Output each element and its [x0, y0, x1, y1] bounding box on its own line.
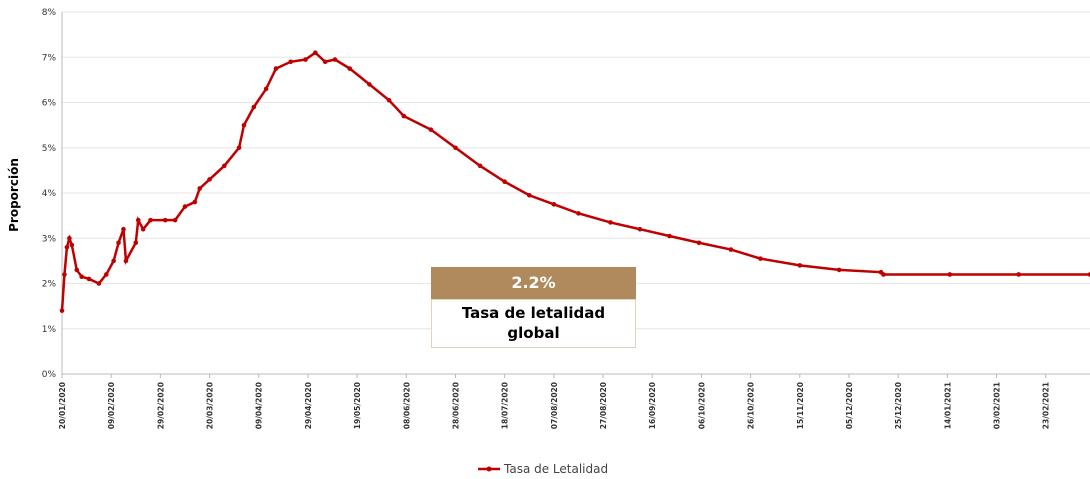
- marker: [526, 192, 532, 198]
- marker: [263, 86, 269, 92]
- x-tick-label: 16/09/2020: [648, 382, 657, 429]
- marker: [667, 233, 672, 239]
- marker: [236, 145, 242, 151]
- x-tick-label: 26/10/2020: [747, 382, 756, 429]
- x-tick-label: 20/01/2020: [58, 382, 67, 429]
- marker: [401, 113, 407, 119]
- marker: [608, 220, 613, 225]
- y-tick-label: 6%: [42, 99, 57, 109]
- y-tick-label: 7%: [42, 53, 57, 63]
- marker: [696, 240, 702, 246]
- marker: [162, 217, 168, 223]
- marker: [947, 272, 953, 277]
- x-tick-label: 09/04/2020: [255, 382, 264, 429]
- x-tick-label: 18/07/2020: [501, 382, 510, 429]
- x-tick-label: 28/06/2020: [451, 382, 460, 429]
- x-tick-label: 03/02/2021: [993, 382, 1002, 429]
- marker: [313, 50, 318, 56]
- marker: [182, 204, 188, 209]
- marker: [62, 272, 67, 277]
- marker: [121, 226, 126, 232]
- marker: [67, 235, 72, 241]
- marker: [251, 104, 257, 110]
- x-tick-label: 15/11/2020: [796, 382, 805, 429]
- marker: [140, 226, 146, 232]
- marker: [116, 240, 121, 246]
- marker: [637, 226, 643, 232]
- marker: [192, 199, 198, 205]
- x-tick-label: 25/12/2020: [894, 382, 903, 429]
- marker: [96, 281, 102, 286]
- marker: [69, 242, 75, 248]
- marker: [135, 217, 141, 223]
- x-tick-label: 06/10/2020: [697, 382, 706, 429]
- marker: [332, 57, 338, 62]
- marker: [123, 258, 129, 264]
- marker: [303, 57, 308, 62]
- marker: [1016, 272, 1021, 277]
- x-tick-label: 29/02/2020: [156, 382, 165, 429]
- marker: [148, 217, 153, 223]
- y-tick-label: 1%: [42, 325, 57, 335]
- marker: [836, 267, 842, 273]
- y-axis-label: Proporción: [7, 158, 21, 232]
- marker: [207, 177, 212, 182]
- marker: [728, 247, 734, 252]
- legend-marker: [486, 466, 492, 472]
- marker: [758, 256, 763, 261]
- marker: [367, 82, 372, 87]
- marker: [288, 59, 294, 65]
- x-tick-label: 09/02/2020: [107, 382, 116, 429]
- marker: [74, 267, 80, 273]
- x-tick-label: 08/06/2020: [402, 382, 411, 429]
- marker: [64, 245, 70, 250]
- y-tick-label: 5%: [42, 144, 57, 154]
- y-tick-label: 3%: [42, 234, 57, 244]
- marker: [59, 308, 65, 313]
- y-tick-label: 2%: [42, 280, 57, 290]
- x-tick-label: 20/03/2020: [206, 382, 215, 429]
- y-tick-label: 4%: [42, 189, 57, 199]
- annotation: 2.2% Tasa de letalidad global: [431, 267, 636, 348]
- marker: [222, 163, 227, 169]
- x-tick-label: 14/01/2021: [943, 382, 952, 429]
- marker: [322, 59, 328, 65]
- marker: [133, 240, 139, 246]
- marker: [172, 217, 178, 223]
- annotation-value: 2.2%: [431, 267, 636, 299]
- x-tick-label: 19/05/2020: [353, 382, 362, 429]
- legend-label: Tasa de Letalidad: [503, 462, 608, 476]
- marker: [86, 276, 92, 282]
- marker: [502, 179, 507, 184]
- marker: [273, 66, 279, 71]
- x-tick-label: 27/08/2020: [599, 382, 608, 429]
- marker: [428, 127, 434, 132]
- y-tick-label: 8%: [42, 8, 57, 18]
- marker: [453, 145, 458, 151]
- marker: [103, 272, 109, 277]
- marker: [241, 122, 247, 128]
- x-tick-label: 29/04/2020: [304, 382, 313, 429]
- marker: [1087, 272, 1090, 277]
- marker: [197, 186, 203, 191]
- marker: [111, 258, 116, 264]
- x-tick-label: 23/02/2021: [1042, 382, 1051, 429]
- marker: [797, 263, 803, 268]
- x-tick-label: 05/12/2020: [845, 382, 854, 429]
- marker: [477, 163, 483, 169]
- marker: [551, 202, 557, 207]
- annotation-text: Tasa de letalidad global: [431, 299, 636, 348]
- marker: [576, 211, 581, 216]
- x-tick-label: 07/08/2020: [550, 382, 559, 429]
- y-tick-label: 0%: [42, 370, 57, 380]
- marker: [881, 272, 886, 277]
- marker: [347, 66, 353, 71]
- marker: [386, 97, 392, 103]
- marker: [79, 274, 84, 280]
